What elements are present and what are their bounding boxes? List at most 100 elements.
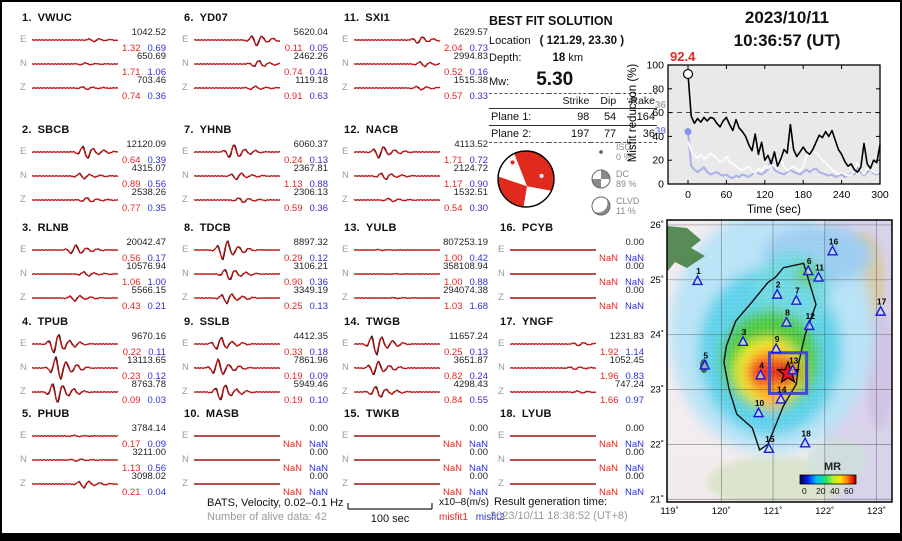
misfit2-value: NaN bbox=[624, 253, 644, 264]
misfit2-value: 0.12 bbox=[147, 371, 167, 382]
component-label: N bbox=[20, 362, 27, 373]
peak-amplitude-value: 3651.87 bbox=[453, 355, 488, 366]
station-number: 10. bbox=[184, 408, 200, 420]
iso-pct: 0 % bbox=[616, 152, 632, 162]
misfit2-label: misfit2 bbox=[475, 512, 505, 523]
misfit1-value: NaN bbox=[598, 463, 618, 474]
misfit1-value: 1.06 bbox=[122, 277, 141, 288]
station-header: 18. LYUB bbox=[500, 408, 552, 420]
station-block-LYUB: 18. LYUB E 0.00 NaN NaN N 0.00 NaN NaN Z 0.00 NaN NaN bbox=[494, 408, 646, 500]
station-code: TDCB bbox=[199, 222, 231, 234]
station-number: 8. bbox=[184, 222, 194, 234]
station-block-YNGF: 17. YNGF E 1231.83 1.92 1.14 N 1052.45 1.96 0.83 Z… bbox=[494, 316, 646, 408]
data-description: BATS, Velocity, 0.02–0.1 Hz bbox=[207, 497, 344, 509]
colorbar-tick-label: 40 bbox=[830, 486, 840, 496]
component-label: E bbox=[342, 338, 349, 349]
map-station-triangle-4 bbox=[754, 368, 767, 380]
peak-amplitude-value: 0.00 bbox=[625, 471, 645, 482]
misfit2-value: 0.09 bbox=[147, 439, 167, 450]
waveform-trace-PCYB-N bbox=[510, 273, 596, 275]
misfit1-value: 0.90 bbox=[284, 277, 303, 288]
map-station-triangle-5 bbox=[699, 358, 711, 370]
misfit1-value: NaN bbox=[442, 487, 462, 498]
component-label: E bbox=[20, 430, 27, 441]
peak-amplitude-value: 0.00 bbox=[625, 447, 645, 458]
map-station-number-8: 8 bbox=[785, 308, 790, 318]
y-tick-label: 40 bbox=[652, 131, 664, 143]
station-block-YD07: 6. YD07 E 5620.04 0.11 0.05 N 2462.26 0.74 0.41 Z 1… bbox=[178, 12, 330, 104]
map-lat-tick-label: 22˚ bbox=[650, 439, 664, 450]
misfit1-value: 1.13 bbox=[284, 179, 303, 190]
component-row-E: E 11657.24 0.25 0.13 bbox=[338, 331, 490, 358]
misfit1-value: 1.00 bbox=[444, 277, 463, 288]
col-rake: Rake bbox=[618, 93, 657, 109]
station-block-SXI1: 11. SXI1 E 2629.57 2.04 0.73 N 2994.83 0.52 0.16 Z… bbox=[338, 12, 490, 104]
map-station-number-5: 5 bbox=[703, 350, 708, 360]
station-number: 2. bbox=[22, 124, 32, 136]
station-code: TWKB bbox=[365, 408, 400, 420]
waveform-trace-TWGB-Z bbox=[354, 385, 440, 398]
station-number: 16. bbox=[500, 222, 516, 234]
waveform-trace-SSLB-Z bbox=[194, 384, 280, 401]
misfit1-value: 1.03 bbox=[444, 301, 463, 312]
map-station-triangle-7 bbox=[790, 294, 802, 305]
misfit1-value: 0.91 bbox=[284, 91, 303, 102]
component-label: Z bbox=[20, 194, 26, 205]
component-label: Z bbox=[182, 194, 188, 205]
component-row-E: E 9670.16 0.22 0.11 bbox=[16, 331, 168, 358]
y-tick-label: 100 bbox=[646, 60, 664, 72]
waveform-trace-SXI1-Z bbox=[354, 85, 440, 91]
peak-amplitude-value: 294074.38 bbox=[443, 285, 488, 296]
waveform-trace-LYUB-E bbox=[510, 435, 596, 437]
station-block-NACB: 12. NACB E 4113.52 1.71 0.72 N 2124.72 1.17 0.90 Z… bbox=[338, 124, 490, 216]
location-row: Location ( 121.29, 23.30 ) bbox=[489, 35, 661, 47]
waveform-trace-SBCB-N bbox=[32, 172, 118, 180]
station-header: 2. SBCB bbox=[22, 124, 70, 136]
misfit2-value: 0.90 bbox=[469, 179, 489, 190]
component-label: Z bbox=[498, 292, 504, 303]
component-row-N: N 2462.26 0.74 0.41 bbox=[178, 51, 330, 78]
peak-amplitude-value: 3106.21 bbox=[293, 261, 328, 272]
station-code: RLNB bbox=[37, 222, 69, 234]
map-lon-tick-label: 120˚ bbox=[712, 506, 731, 516]
component-row-Z: Z 2538.26 0.77 0.35 bbox=[16, 187, 168, 214]
misfit1-value: 0.25 bbox=[284, 301, 303, 312]
misfit2-value: NaN bbox=[624, 463, 644, 474]
station-header: 8. TDCB bbox=[184, 222, 231, 234]
alive-data-count: Number of alive data: 42 bbox=[207, 511, 327, 523]
map-station-number-2: 2 bbox=[776, 280, 781, 290]
component-row-N: N 650.69 1.71 1.06 bbox=[16, 51, 168, 78]
misfit2-value: 0.56 bbox=[147, 463, 167, 474]
component-label: E bbox=[342, 430, 349, 441]
misfit2-value: 0.12 bbox=[309, 253, 329, 264]
component-label: N bbox=[20, 58, 27, 69]
misfit2-value: NaN bbox=[308, 463, 328, 474]
waveform-trace-YULB-N bbox=[354, 272, 440, 276]
waveform-trace-RLNB-Z bbox=[32, 294, 118, 303]
component-row-Z: Z 3349.19 0.25 0.13 bbox=[178, 285, 330, 312]
station-code: LYUB bbox=[521, 408, 552, 420]
peak-amplitude-value: 1119.18 bbox=[295, 75, 328, 86]
component-row-N: N 2124.72 1.17 0.90 bbox=[338, 163, 490, 190]
misfit1-value: 0.57 bbox=[444, 91, 463, 102]
station-code: PHUB bbox=[37, 408, 70, 420]
station-block-YULB: 13. YULB E 807253.19 1.00 0.42 N 358108.94 1.00 0… bbox=[338, 222, 490, 314]
x-tick-label: 240 bbox=[833, 189, 851, 201]
waveform-trace-SSLB-N bbox=[194, 358, 280, 376]
map-station-number-17: 17 bbox=[877, 297, 887, 307]
map-station-triangle-16 bbox=[826, 244, 839, 256]
colorbar-tick-label: 20 bbox=[816, 486, 826, 496]
misfit1-value: 1.96 bbox=[600, 371, 619, 382]
misfit2-value: 0.36 bbox=[147, 91, 167, 102]
misfit1-value: 0.54 bbox=[444, 203, 463, 214]
map-station-number-6: 6 bbox=[807, 256, 812, 266]
waveform-trace-PCYB-E bbox=[510, 249, 596, 251]
component-label: Z bbox=[342, 386, 348, 397]
station-code: YHNB bbox=[199, 124, 232, 136]
misfit1-value: 0.09 bbox=[122, 395, 141, 406]
time-scale-bar bbox=[347, 503, 433, 510]
waveform-trace-YULB-E bbox=[354, 248, 440, 252]
misfit2-value: 0.03 bbox=[147, 395, 167, 406]
map-station-triangle-13 bbox=[787, 363, 799, 375]
misfit2-value: NaN bbox=[468, 439, 488, 450]
